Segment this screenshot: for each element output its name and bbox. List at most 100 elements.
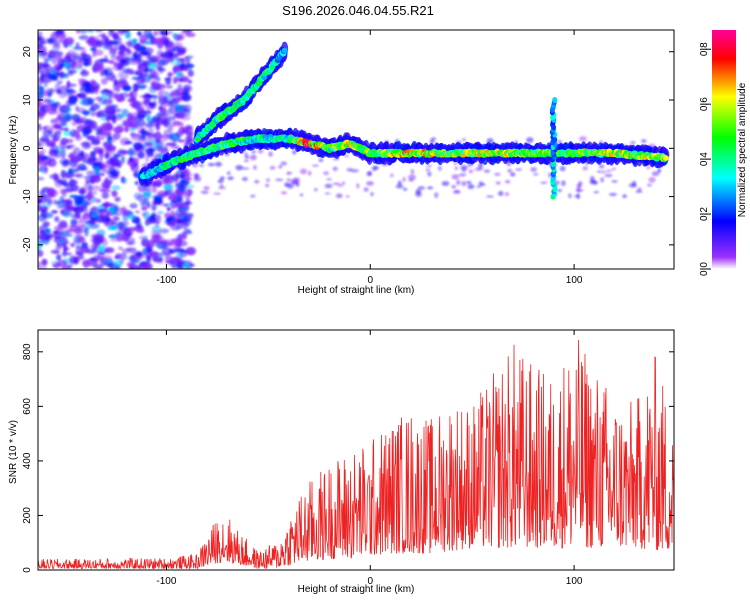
- noise-blob: [58, 91, 67, 99]
- noise-blob: [124, 237, 136, 243]
- noise-blob: [417, 186, 426, 190]
- noise-blob: [121, 248, 132, 254]
- noise-blob: [145, 47, 154, 54]
- noise-blob: [111, 190, 118, 197]
- noise-blob: [175, 203, 185, 210]
- noise-blob: [454, 166, 459, 170]
- noise-blob: [173, 105, 183, 113]
- noise-blob: [112, 82, 117, 92]
- noise-blob: [67, 99, 72, 107]
- noise-blob: [147, 239, 154, 249]
- noise-blob: [109, 170, 119, 175]
- noise-blob: [102, 261, 110, 266]
- noise-blob: [52, 30, 62, 36]
- figure-title: S196.2026.046.04.55.R21: [282, 3, 434, 18]
- noise-blob: [38, 36, 42, 42]
- noise-blob: [118, 77, 128, 84]
- noise-blob: [179, 114, 191, 121]
- noise-blob: [174, 219, 183, 224]
- colorbar: 0.0 0.2 0.4 0.6 0.8 Normalized spectral ampl…: [699, 30, 748, 276]
- noise-blob: [250, 194, 256, 198]
- noise-blob: [130, 61, 140, 65]
- noise-blob: [100, 93, 111, 98]
- noise-blob: [129, 203, 138, 209]
- noise-blob: [66, 144, 75, 148]
- noise-blob: [110, 104, 118, 109]
- noise-blob: [69, 160, 78, 168]
- noise-blob: [103, 69, 109, 75]
- noise-blob: [427, 171, 432, 177]
- noise-blob: [268, 151, 273, 157]
- noise-blob: [111, 185, 121, 191]
- noise-blob: [92, 211, 99, 218]
- noise-blob: [67, 70, 74, 76]
- noise-blob: [42, 129, 53, 137]
- noise-blob: [43, 206, 48, 212]
- noise-blob: [462, 137, 466, 142]
- noise-blob: [123, 231, 130, 238]
- noise-blob: [165, 176, 177, 184]
- noise-blob: [181, 183, 188, 189]
- noise-blob: [114, 212, 122, 216]
- noise-blob: [119, 59, 128, 64]
- noise-blob: [109, 156, 119, 162]
- noise-blob: [87, 39, 99, 47]
- noise-blob: [308, 170, 312, 176]
- noise-blob: [175, 260, 185, 269]
- noise-blob: [593, 180, 598, 185]
- noise-blob: [167, 71, 173, 78]
- noise-blob: [157, 210, 164, 215]
- noise-blob: [609, 192, 617, 197]
- noise-blob: [56, 259, 68, 267]
- noise-blob: [335, 193, 343, 199]
- noise-blob: [59, 230, 70, 238]
- noise-blob: [47, 73, 53, 80]
- noise-blob: [121, 108, 129, 116]
- noise-blob: [127, 255, 136, 262]
- noise-blob: [146, 137, 157, 141]
- noise-blob: [505, 192, 509, 197]
- noise-blob: [286, 178, 292, 182]
- noise-blob: [56, 71, 65, 75]
- noise-blob: [172, 138, 177, 148]
- noise-blob: [86, 135, 96, 141]
- noise-blob: [278, 164, 283, 169]
- noise-blob: [71, 121, 78, 127]
- noise-blob: [461, 180, 467, 187]
- noise-blob: [43, 165, 48, 175]
- noise-blob: [160, 30, 168, 35]
- noise-blob: [109, 30, 114, 33]
- noise-blob: [582, 166, 589, 171]
- noise-blob: [116, 30, 122, 33]
- noise-blob: [395, 184, 404, 189]
- noise-blob: [169, 260, 176, 266]
- noise-blob: [124, 31, 131, 39]
- noise-blob: [38, 234, 49, 241]
- noise-blob: [146, 202, 151, 209]
- ridge-blob: [662, 155, 669, 161]
- noise-blob: [108, 234, 119, 239]
- noise-blob: [299, 168, 308, 175]
- noise-blob: [103, 152, 111, 158]
- noise-blob: [415, 188, 421, 195]
- noise-blob: [107, 114, 116, 121]
- noise-blob: [139, 94, 147, 99]
- noise-blob: [59, 85, 69, 91]
- noise-blob: [243, 159, 249, 163]
- noise-blob: [89, 174, 101, 179]
- noise-blob: [75, 132, 81, 139]
- noise-blob: [38, 137, 50, 142]
- noise-blob: [106, 134, 113, 142]
- y-tick-label: 600: [22, 398, 33, 415]
- noise-blob: [120, 30, 131, 34]
- noise-blob: [101, 191, 110, 199]
- noise-blob: [456, 179, 461, 186]
- noise-blob: [187, 190, 193, 195]
- noise-blob: [292, 150, 297, 155]
- noise-blob: [89, 110, 97, 117]
- noise-blob: [148, 119, 155, 125]
- noise-blob: [52, 133, 58, 143]
- noise-blob: [102, 162, 108, 169]
- noise-blob: [106, 211, 111, 217]
